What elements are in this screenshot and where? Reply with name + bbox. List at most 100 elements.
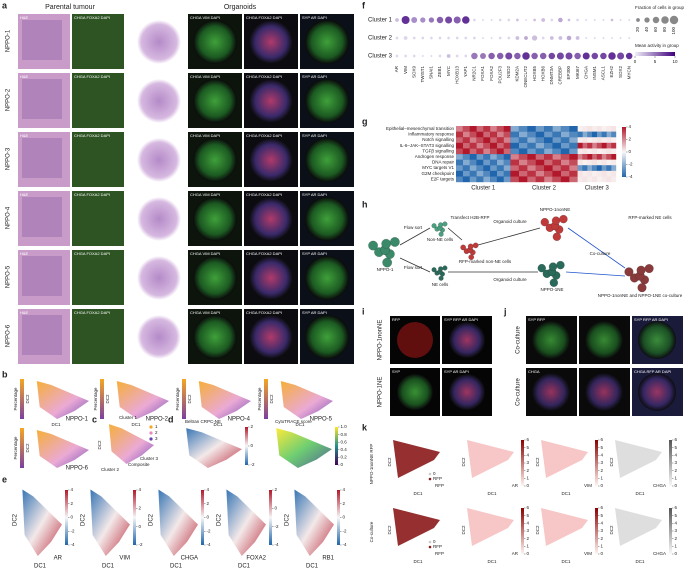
organoid (249, 20, 293, 64)
axis-label: Percentage (257, 387, 262, 411)
heat-cell (560, 148, 570, 155)
heat-cell (490, 131, 497, 138)
row-label: NPPO-1nonNE (378, 320, 384, 361)
heat-cell (535, 126, 545, 132)
heat-cell (483, 154, 491, 160)
heat-cell (587, 142, 593, 149)
heat-cell (503, 165, 511, 171)
stain-label: CHGA FOXA2 DAPI (246, 74, 282, 79)
heat-cell (592, 159, 597, 166)
heat-cell (456, 170, 463, 177)
tick-label: 2 (675, 536, 678, 541)
heat-cell (606, 148, 612, 155)
stain-texture (22, 138, 62, 178)
tick-label: 1 (601, 544, 604, 549)
heat-cell (483, 137, 491, 143)
tick-label: -4 (71, 542, 75, 547)
cell (438, 231, 444, 237)
dot (428, 17, 435, 23)
organoid (449, 374, 485, 410)
cell (467, 243, 474, 250)
percentage-bar (264, 379, 268, 419)
dot (498, 18, 502, 22)
tick-label: 5 (654, 59, 657, 64)
gene-label: MYCN (626, 66, 631, 79)
colorbar (521, 508, 524, 554)
heat-cell (518, 142, 528, 149)
heat-cell (456, 131, 463, 138)
axis-label: DC1 (487, 559, 496, 564)
panel-label: i (362, 306, 365, 316)
heat-cell (527, 126, 536, 132)
gene-label: CHGA (583, 66, 588, 79)
heat-cell (510, 142, 519, 149)
stain-label: CHGA FOXA2 DAPI (74, 133, 110, 138)
dot (464, 36, 468, 40)
stain-texture (22, 197, 62, 237)
dot (548, 52, 556, 60)
organoid (305, 197, 349, 241)
heat-cell (611, 126, 617, 132)
tick-label: 1 (601, 476, 604, 481)
arrow (399, 227, 431, 246)
heat-cell (577, 154, 583, 160)
heat-cell (476, 154, 484, 160)
embedding-cloud (116, 381, 169, 419)
stain-texture (72, 132, 124, 187)
tick-label: -2 (275, 524, 279, 529)
heat-cell (462, 170, 470, 177)
organoid (449, 322, 485, 358)
embedding-cloud (541, 440, 588, 478)
tick-label: 0 (139, 524, 142, 529)
stain-label: CHGA (528, 369, 540, 374)
tick-label: 0 (71, 515, 74, 520)
stain-label: SYP AR DAPI (302, 310, 327, 315)
heat-cell (476, 142, 484, 149)
embedding-cloud (186, 428, 242, 468)
cell (442, 265, 448, 271)
embedding-cloud (541, 508, 588, 546)
dot (507, 18, 511, 22)
heat-cell (601, 154, 607, 160)
heat-cell (601, 126, 607, 132)
dot (567, 18, 571, 22)
heat-cell (544, 176, 553, 183)
row-label: NPPO-1NE (378, 377, 384, 408)
heat-cell (476, 131, 484, 138)
stain-label: H&E (20, 74, 29, 79)
stain-texture (22, 315, 62, 355)
heat-cell (544, 154, 553, 160)
cell (549, 278, 558, 287)
dot (539, 52, 547, 60)
dot (436, 16, 444, 24)
dot (421, 36, 425, 40)
heat-cell (535, 170, 545, 177)
cluster-label: Cluster 3 (585, 186, 610, 192)
embedding-cloud (198, 381, 251, 419)
stain-label: H&E (134, 133, 143, 138)
diagram-label: NPPO-1NE (540, 287, 563, 292)
gene-label: AR (54, 556, 63, 562)
dot (522, 52, 530, 60)
tick-label: 4 (207, 487, 210, 492)
dot (531, 52, 538, 60)
tick-label: 20 (635, 27, 640, 33)
tick-label: 6 (675, 437, 678, 442)
dot (585, 37, 588, 39)
heat-cell (587, 176, 593, 183)
percentage-bar (182, 379, 186, 419)
heat-cell (490, 126, 497, 132)
heat-cell (577, 131, 583, 138)
tick-label: 4 (139, 487, 142, 492)
tick-label: -2 (71, 528, 75, 533)
stain-label: CHGA FOXA2 DAPI (74, 310, 110, 315)
tick-label: 5 (527, 513, 530, 518)
tick-label: 2 (207, 501, 210, 506)
heat-cell (462, 131, 470, 138)
organoid (193, 256, 237, 300)
embedding-cloud (22, 489, 62, 556)
cell (438, 275, 444, 281)
heat-cell (456, 126, 463, 132)
stain-label: H&E (134, 251, 143, 256)
tick-label: 6 (601, 505, 604, 510)
